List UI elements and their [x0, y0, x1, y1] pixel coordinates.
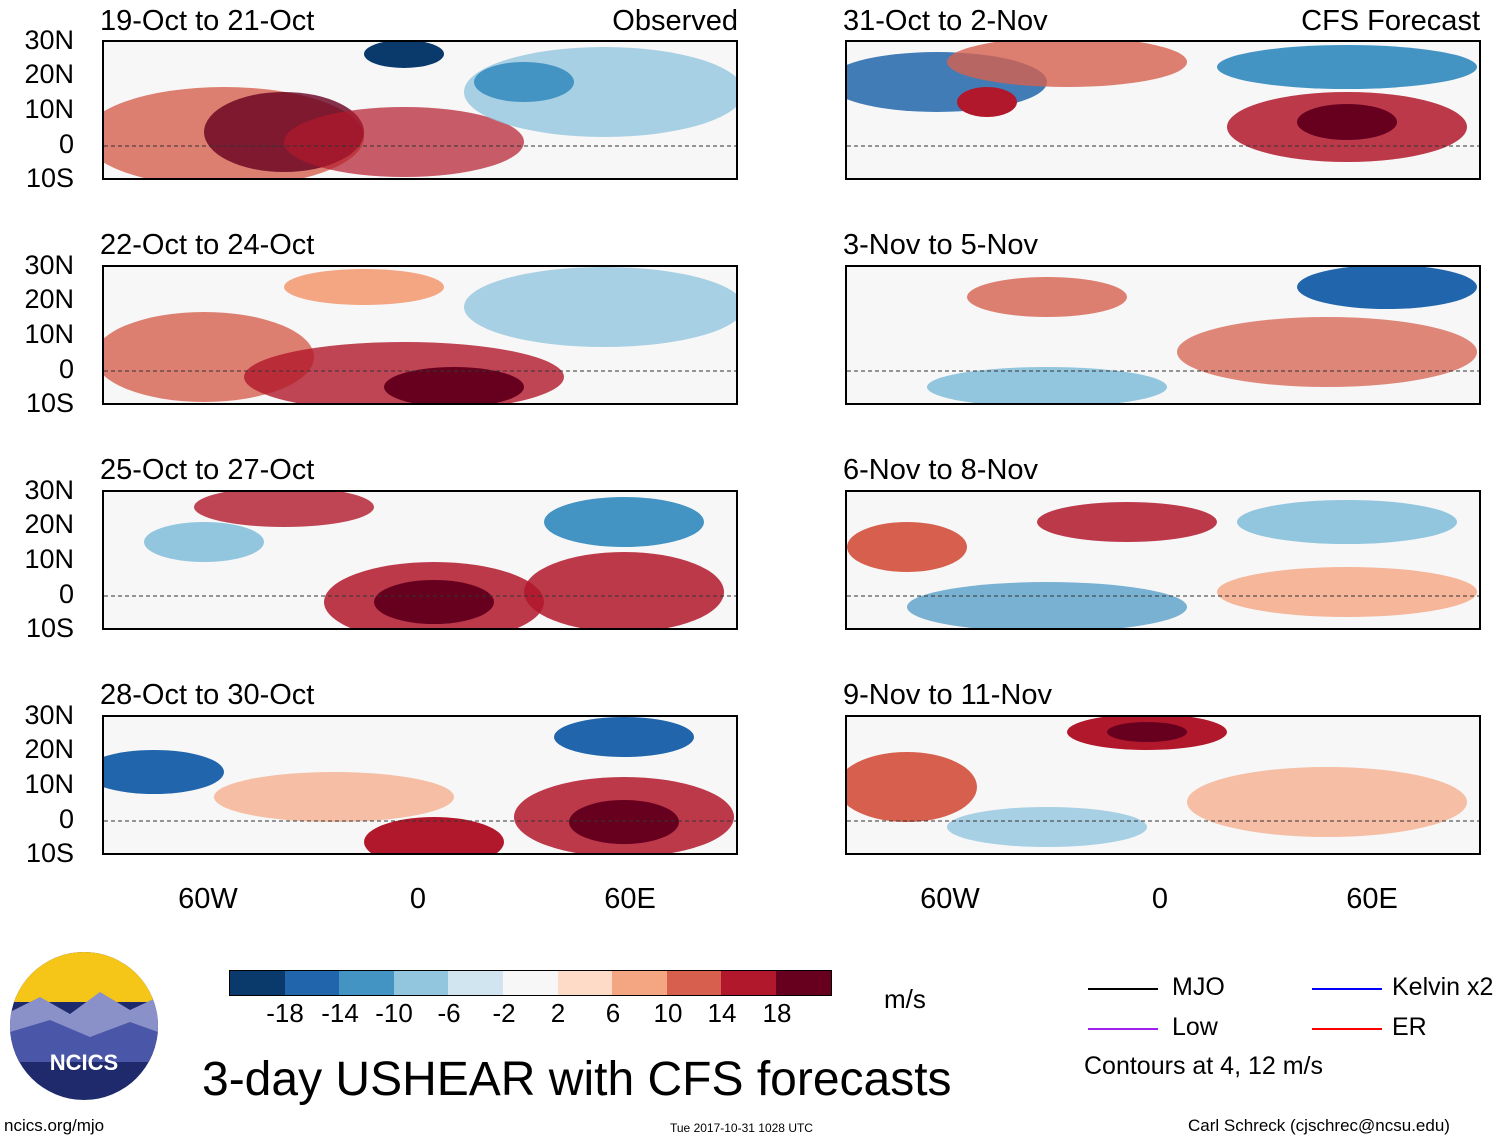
shear-field — [847, 492, 1479, 628]
colorbar-swatch — [393, 971, 449, 995]
colorbar-swatch — [502, 971, 558, 995]
colorbar-swatch — [557, 971, 613, 995]
colorbar-swatch — [666, 971, 722, 995]
map-panel-observed-1 — [102, 40, 738, 180]
legend-line-kelvin — [1312, 988, 1382, 990]
credit: Carl Schreck (cjschrec@ncsu.edu) — [1188, 1116, 1450, 1135]
legend-line-er — [1312, 1028, 1382, 1030]
lat-label: 10N — [24, 94, 74, 124]
shear-field — [104, 492, 736, 628]
colorbar-units: m/s — [884, 984, 926, 1014]
lat-label: 10N — [24, 769, 74, 799]
lat-label: 10S — [25, 163, 74, 193]
lat-label: 10N — [24, 544, 74, 574]
shear-field — [847, 717, 1479, 853]
colorbar-tick: -6 — [437, 998, 461, 1028]
colorbar-tick: 18 — [762, 998, 792, 1028]
lat-label: 20N — [24, 509, 74, 539]
legend-label-kelvin: Kelvin x2 — [1392, 973, 1494, 1001]
shear-field — [847, 42, 1479, 178]
colorbar-swatch — [775, 971, 831, 995]
lat-label: 20N — [24, 734, 74, 764]
map-panel-forecast-3 — [845, 490, 1481, 630]
colorbar-tick: 10 — [653, 998, 683, 1028]
lat-label: 30N — [24, 700, 74, 730]
map-panel-forecast-4 — [845, 715, 1481, 855]
colorbar-tick: 6 — [605, 998, 621, 1028]
lat-label: 20N — [24, 59, 74, 89]
map-panel-observed-3 — [102, 490, 738, 630]
colorbar-swatch — [721, 971, 776, 995]
map-panel-forecast-1 — [845, 40, 1481, 180]
shear-field — [104, 42, 736, 178]
legend-label-er: ER — [1392, 1013, 1427, 1041]
lat-label: 30N — [24, 25, 74, 55]
panel-title: 6-Nov to 8-Nov — [843, 454, 1039, 486]
shear-field — [104, 267, 736, 403]
lat-label: 0 — [58, 579, 74, 609]
lon-label: 0 — [1151, 883, 1169, 915]
lat-label: 20N — [24, 284, 74, 314]
lat-label: 30N — [24, 250, 74, 280]
colorbar-tick: -18 — [266, 998, 304, 1028]
colorbar — [229, 970, 832, 996]
lat-label: 10S — [25, 388, 74, 418]
panel-title: 22-Oct to 24-Oct — [100, 229, 315, 261]
map-panel-observed-2 — [102, 265, 738, 405]
logo-text: NCICS — [49, 1050, 119, 1075]
legend-label-mjo: MJO — [1172, 973, 1225, 1001]
lat-label: 0 — [58, 804, 74, 834]
panel-title: 25-Oct to 27-Oct — [100, 454, 315, 486]
logo-graphic — [10, 952, 158, 1100]
lon-label: 60E — [1346, 883, 1398, 915]
panel-title: 9-Nov to 11-Nov — [843, 679, 1052, 711]
observed-label: Observed — [612, 5, 738, 37]
colorbar-tick: 14 — [707, 998, 737, 1028]
colorbar-tick: -2 — [492, 998, 516, 1028]
lat-label: 0 — [58, 129, 74, 159]
contours-note: Contours at 4, 12 m/s — [1084, 1052, 1324, 1080]
legend-label-low: Low — [1172, 1013, 1218, 1041]
colorbar-swatch — [284, 971, 340, 995]
lon-label: 0 — [409, 883, 427, 915]
colorbar-tick: -14 — [321, 998, 359, 1028]
panel-title: 31-Oct to 2-Nov — [843, 5, 1048, 37]
colorbar-tick: 2 — [550, 998, 566, 1028]
cfs-forecast-label: CFS Forecast — [1301, 5, 1480, 37]
figure-title: 3-day USHEAR with CFS forecasts — [202, 1053, 952, 1106]
colorbar-swatch — [448, 971, 503, 995]
lon-label: 60W — [920, 883, 980, 915]
legend-line-low — [1088, 1028, 1158, 1030]
colorbar-swatch — [230, 971, 285, 995]
shear-field — [104, 717, 736, 853]
lon-label: 60W — [178, 883, 238, 915]
timestamp: Tue 2017-10-31 1028 UTC — [670, 1121, 813, 1135]
legend-line-mjo — [1088, 988, 1158, 990]
map-panel-observed-4 — [102, 715, 738, 855]
colorbar-swatch — [612, 971, 667, 995]
lat-label: 10N — [24, 319, 74, 349]
lat-label: 10S — [25, 613, 74, 643]
panel-title: 19-Oct to 21-Oct — [100, 5, 315, 37]
ncics-logo: NCICS — [10, 952, 158, 1100]
lat-label: 10S — [25, 838, 74, 868]
lat-label: 0 — [58, 354, 74, 384]
colorbar-swatch — [339, 971, 394, 995]
lat-label: 30N — [24, 475, 74, 505]
colorbar-tick: -10 — [375, 998, 413, 1028]
panel-title: 3-Nov to 5-Nov — [843, 229, 1039, 261]
site-link[interactable]: ncics.org/mjo — [4, 1116, 105, 1135]
map-panel-forecast-2 — [845, 265, 1481, 405]
shear-field — [847, 267, 1479, 403]
panel-title: 28-Oct to 30-Oct — [100, 679, 315, 711]
lon-label: 60E — [604, 883, 656, 915]
